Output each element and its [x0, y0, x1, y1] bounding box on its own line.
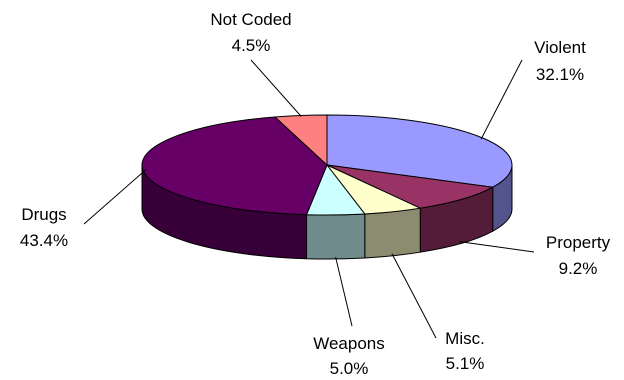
- leader-line-weapons: [335, 256, 353, 327]
- leader-line-misc: [391, 253, 437, 339]
- slice-property: [326, 164, 494, 209]
- slice-name: Property: [546, 233, 611, 252]
- slice-value: 9.2%: [559, 259, 598, 278]
- pie-tops: [141, 114, 513, 216]
- slice-label-not-coded: Not Coded 4.5%: [210, 10, 291, 55]
- slice-violent: [326, 114, 513, 188]
- slice-label-violent: Violent 32.1%: [534, 38, 586, 84]
- slice-name: Not Coded: [210, 10, 291, 29]
- slice-value: 4.5%: [232, 36, 271, 55]
- slice-value: 5.1%: [446, 354, 485, 373]
- slice-side-weapons: [306, 213, 366, 260]
- slice-label-property: Property 9.2%: [546, 233, 611, 278]
- leader-lines: [83, 59, 535, 339]
- slice-side-misc: [364, 207, 421, 259]
- leader-line-violent: [480, 59, 523, 140]
- slice-label-weapons: Weapons 5.0%: [313, 334, 385, 378]
- slice-value: 32.1%: [536, 65, 584, 84]
- slice-name: Weapons: [313, 334, 385, 353]
- leader-line-not-coded: [250, 59, 302, 117]
- slice-value: 43.4%: [20, 231, 68, 250]
- leader-line-drugs: [83, 168, 147, 225]
- slice-name: Misc.: [445, 329, 485, 348]
- slice-drugs: [141, 116, 328, 216]
- slice-value: 5.0%: [330, 359, 369, 378]
- leader-line-property: [459, 241, 535, 253]
- slice-name: Drugs: [21, 205, 66, 224]
- slice-name: Violent: [534, 38, 586, 57]
- slice-label-drugs: Drugs 43.4%: [20, 205, 68, 250]
- slice-label-misc: Misc. 5.1%: [445, 329, 485, 373]
